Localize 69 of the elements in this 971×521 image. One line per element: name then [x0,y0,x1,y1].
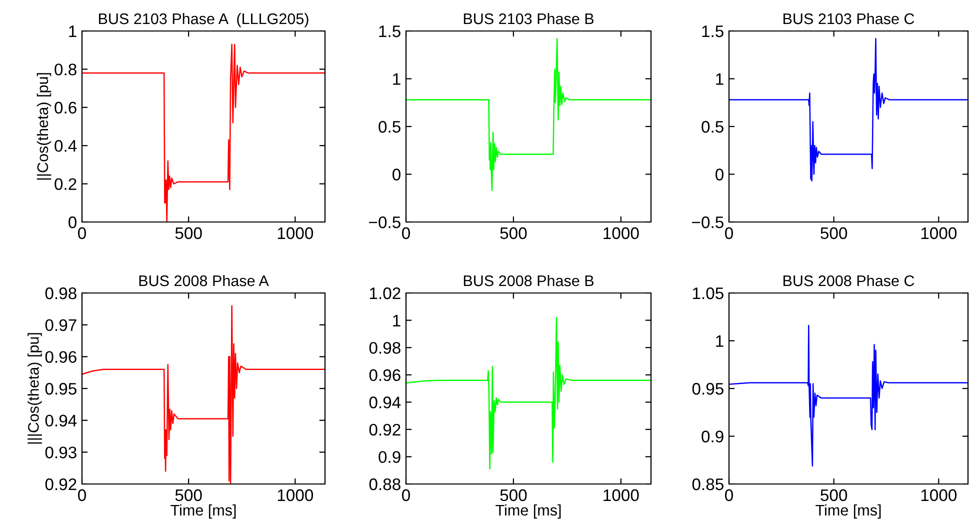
x-tick-label: 0 [402,227,410,240]
y-tick-label: 1.5 [379,26,400,38]
y-tick-label: 0.94 [45,414,77,427]
y-tick-label: 0.94 [369,396,401,408]
chart-title: BUS 2008 Phase B [464,274,594,286]
x-tick-label: 0 [725,489,733,502]
x-tick-label: 500 [820,489,848,502]
x-tick-label: 500 [500,227,527,240]
line-series [729,324,968,466]
x-tick-label: 1000 [604,489,639,502]
line-series [729,38,968,182]
y-tick-label: 0.97 [45,319,76,332]
x-axis-title: Time [ms] [816,504,881,519]
x-tick-label: 500 [175,227,202,240]
y-tick-label: 0.6 [54,102,76,114]
line-series [406,316,651,470]
x-tick-label: 1000 [921,489,957,502]
y-tick-label: 0.88 [369,478,400,490]
y-tick-label: −0.5 [692,216,724,228]
y-tick-label: 0.9 [378,451,400,463]
y-tick-label: 0 [392,168,400,180]
y-tick-label: 0.95 [45,382,76,395]
y-tick-label: 0.92 [369,424,400,436]
y-tick-label: 1 [69,26,76,38]
y-tick-label: 1.5 [702,26,724,38]
y-tick-label: 1 [393,73,400,85]
y-tick-label: 0.85 [692,478,724,490]
x-axis-title: Time [ms] [496,504,561,519]
x-tick-label: 0 [78,489,86,502]
y-tick-label: 0.5 [702,120,724,133]
x-tick-label: 1000 [921,227,957,240]
chart-title: BUS 2008 Phase C [784,274,914,286]
y-tick-label: 0 [68,216,76,228]
y-tick-label: 0.96 [45,351,76,363]
x-tick-label: 0 [725,227,733,240]
y-tick-label: 0.96 [369,369,400,382]
y-tick-label: 0 [716,168,724,180]
x-tick-label: 0 [402,489,410,502]
chart-title: BUS 2103 Phase A (LLLG205) [99,12,308,28]
y-tick-label: 0.8 [54,64,76,76]
chart-title: BUS 2103 Phase B [464,12,594,24]
x-tick-label: 1000 [278,489,314,502]
y-axis-title: ||Cos(theta) [pu] [36,73,52,180]
x-tick-label: 500 [500,489,527,502]
x-tick-label: 500 [820,227,848,240]
x-tick-label: 1000 [278,227,314,240]
y-axis-title: |||Cos(theta) [pu] [28,333,42,444]
y-tick-label: 0.93 [45,446,76,458]
y-tick-label: 0.92 [45,478,76,490]
y-tick-label: 0.5 [378,120,400,133]
y-tick-label: 0.98 [369,342,400,354]
y-tick-label: 0.98 [45,287,76,300]
line-series [406,38,651,192]
x-tick-label: 1000 [604,227,639,240]
y-tick-label: 1 [716,335,724,347]
chart-title: BUS 2008 Phase A [139,274,269,286]
y-tick-label: 1.05 [692,287,724,300]
y-tick-label: −0.5 [369,216,400,228]
y-tick-label: 1 [393,314,400,326]
y-tick-label: 1.02 [370,287,400,300]
y-tick-label: 0.95 [692,382,724,395]
y-tick-label: 0.9 [702,430,724,442]
y-tick-label: 0.4 [54,140,77,152]
chart-title: BUS 2103 Phase C [784,12,914,24]
y-tick-label: 0.2 [54,178,76,190]
x-tick-label: 500 [175,489,202,502]
x-tick-label: 0 [78,227,86,240]
x-axis-title: Time [ms] [170,504,236,519]
y-tick-label: 1 [716,73,724,85]
